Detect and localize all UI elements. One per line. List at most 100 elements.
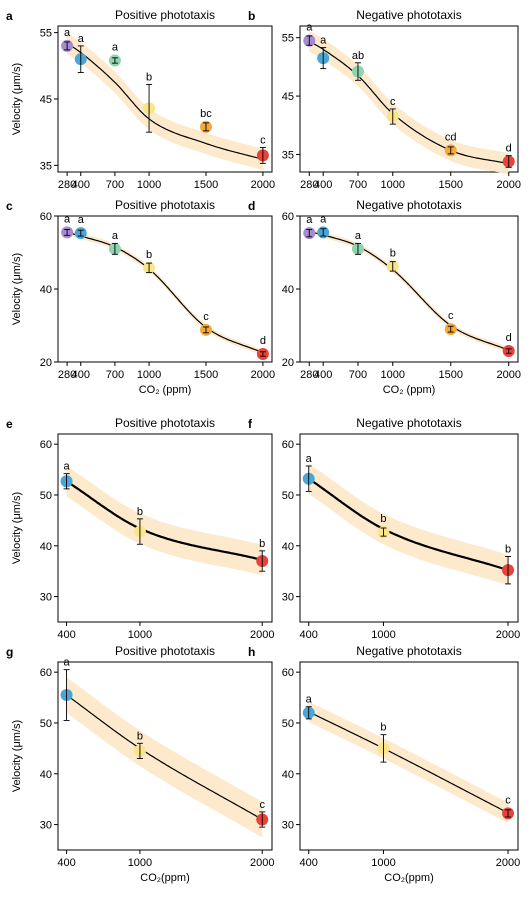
y-tick-label: 60 — [40, 211, 52, 223]
significance-letter: b — [505, 543, 511, 555]
significance-letter: b — [146, 71, 152, 83]
y-tick-label: 50 — [40, 718, 52, 730]
x-tick-label: 700 — [349, 179, 367, 191]
significance-letter: a — [306, 453, 313, 465]
y-tick-label: 45 — [40, 94, 52, 106]
y-tick-label: 60 — [40, 439, 52, 451]
x-tick-label: 400 — [72, 179, 90, 191]
x-tick-label: 1000 — [128, 629, 152, 641]
x-axis-label: CO₂(ppm) — [140, 872, 190, 884]
plot-frame — [57, 661, 273, 851]
y-axis-label: Velocity (μm/s) — [11, 63, 23, 135]
significance-letter: b — [390, 247, 396, 259]
significance-letter: c — [259, 799, 265, 811]
x-tick-label: 2000 — [250, 857, 274, 869]
panel-title: Positive phototaxis — [115, 416, 215, 430]
fitted-curve — [309, 231, 509, 351]
x-tick-label: 1000 — [137, 179, 161, 191]
confidence-band — [308, 701, 508, 824]
significance-letter: c — [390, 96, 396, 108]
y-axis-label: Velocity (μm/s) — [11, 720, 23, 792]
x-tick-label: 400 — [314, 179, 332, 191]
x-tick-label: 1000 — [381, 369, 405, 381]
significance-letter: a — [64, 213, 71, 225]
panel-letter: b — [248, 9, 255, 23]
x-tick-label: 280 — [300, 369, 318, 381]
y-tick-label: 30 — [282, 592, 294, 604]
fitted-curve — [66, 231, 264, 354]
y-tick-label: 45 — [282, 91, 294, 103]
panel-f: a b b 400 1000 2000 30 40 50 60 Negative phototaxi… — [248, 416, 520, 641]
significance-letter: b — [380, 722, 386, 734]
x-tick-label: 400 — [300, 857, 318, 869]
significance-letter: a — [320, 35, 327, 47]
x-tick-label: 400 — [300, 629, 318, 641]
x-tick-label: 2000 — [251, 369, 275, 381]
y-tick-label: 30 — [40, 820, 52, 832]
significance-letter: c — [203, 311, 209, 323]
panel-e: a b b 400 1000 2000 30 40 50 60 Positive phototaxi… — [6, 416, 274, 641]
y-tick-label: 40 — [282, 541, 294, 553]
x-tick-label: 400 — [314, 369, 332, 381]
x-tick-label: 400 — [57, 857, 75, 869]
x-tick-label: 700 — [106, 179, 124, 191]
x-tick-label: 280 — [58, 179, 76, 191]
y-tick-label: 50 — [40, 490, 52, 502]
panel-title: Positive phototaxis — [115, 8, 215, 22]
x-tick-label: 1000 — [371, 629, 395, 641]
significance-letter: b — [137, 506, 143, 518]
y-tick-label: 60 — [40, 667, 52, 679]
significance-letter: ab — [352, 50, 364, 62]
x-tick-label: 1000 — [381, 179, 405, 191]
confidence-band — [67, 229, 263, 356]
x-axis-label: CO₂ (ppm) — [383, 384, 436, 396]
panel-letter: e — [6, 417, 13, 431]
significance-letter: d — [506, 142, 512, 154]
fitted-curve — [308, 477, 509, 572]
confidence-band — [309, 228, 509, 354]
x-tick-label: 2000 — [496, 179, 520, 191]
plot-frame — [57, 433, 273, 623]
x-tick-label: 2000 — [250, 629, 274, 641]
confidence-band — [66, 466, 263, 576]
panel-letter: h — [248, 645, 255, 659]
x-axis-label: CO₂(ppm) — [384, 872, 434, 884]
y-axis-label: Velocity (μm/s) — [11, 492, 23, 564]
y-tick-label: 20 — [282, 357, 294, 369]
confidence-band — [66, 677, 263, 838]
significance-letter: c — [505, 794, 511, 806]
panel-title: Negative phototaxis — [356, 416, 461, 430]
y-tick-label: 40 — [282, 284, 294, 296]
significance-letter: a — [306, 214, 313, 226]
significance-letter: cd — [445, 131, 457, 143]
plot-frame — [299, 25, 519, 173]
panel-letter: a — [6, 9, 13, 23]
y-tick-label: 30 — [40, 592, 52, 604]
significance-letter: a — [78, 214, 85, 226]
significance-letter: b — [259, 538, 265, 550]
y-tick-label: 60 — [282, 667, 294, 679]
y-tick-label: 35 — [40, 160, 52, 172]
significance-letter: a — [64, 27, 71, 39]
x-tick-label: 1000 — [137, 369, 161, 381]
x-tick-label: 1500 — [194, 369, 218, 381]
panel-title: Negative phototaxis — [356, 644, 461, 658]
confidence-band — [67, 32, 263, 170]
x-tick-label: 1000 — [128, 857, 152, 869]
panel-h: a b c 400 1000 2000 30 40 50 60 Negative phototaxi… — [248, 644, 520, 884]
x-tick-label: 280 — [300, 179, 318, 191]
x-tick-label: 2000 — [496, 369, 520, 381]
significance-letter: d — [506, 332, 512, 344]
x-tick-label: 280 — [58, 369, 76, 381]
fitted-curve — [66, 694, 263, 821]
y-tick-label: 60 — [282, 211, 294, 223]
panel-letter: g — [6, 645, 13, 659]
panel-letter: f — [248, 417, 253, 431]
significance-letter: d — [260, 335, 266, 347]
x-tick-label: 400 — [72, 369, 90, 381]
y-tick-label: 50 — [282, 490, 294, 502]
